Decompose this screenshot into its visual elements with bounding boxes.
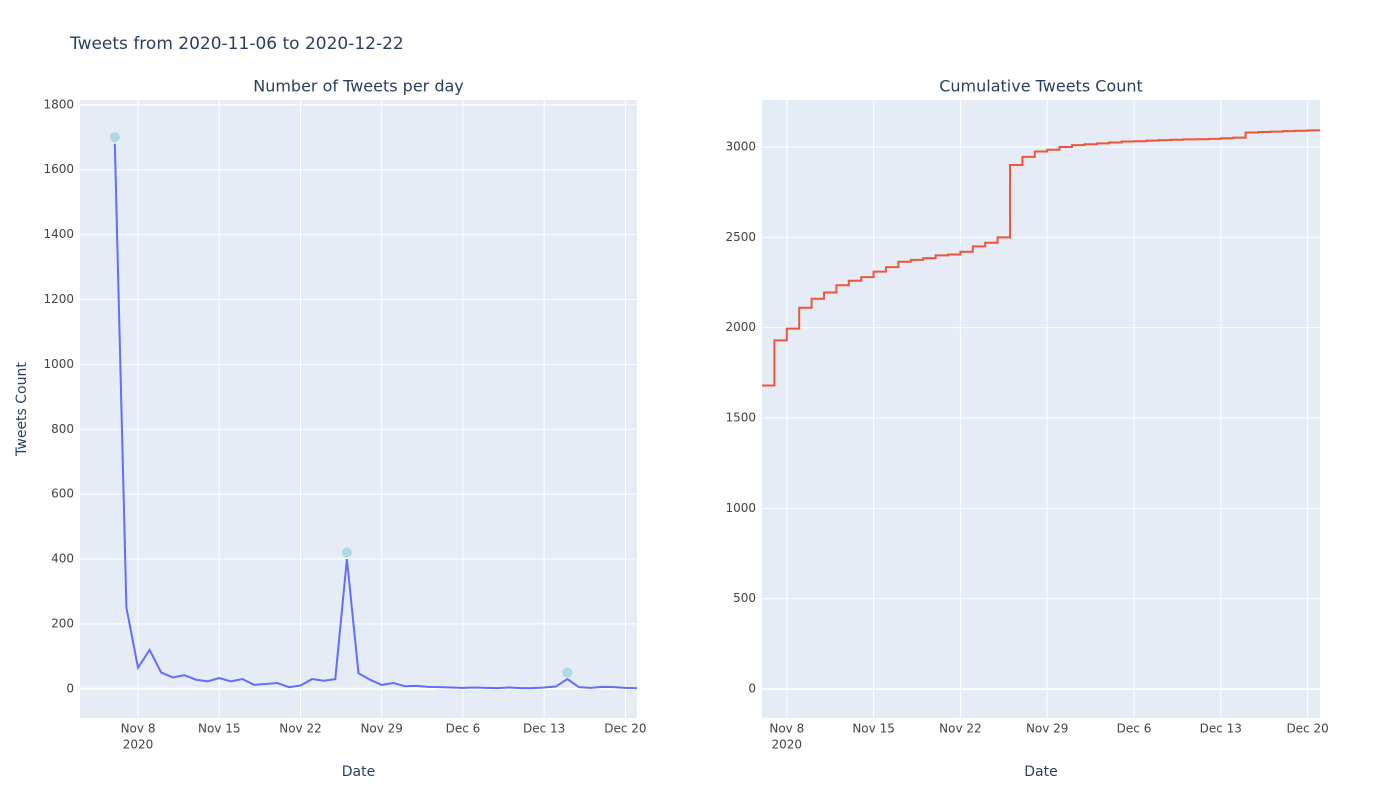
plot-background [80, 100, 637, 718]
y-tick-label: 1800 [43, 97, 74, 111]
x-year-label: 2020 [123, 738, 154, 752]
y-tick-label: 500 [733, 591, 756, 605]
x-tick-label: Dec 20 [1286, 722, 1328, 736]
y-tick-label: 800 [51, 422, 74, 436]
x-tick-label: Nov 29 [360, 722, 403, 736]
y-tick-label: 1000 [43, 357, 74, 371]
subplot-title: Number of Tweets per day [253, 77, 464, 96]
x-tick-label: Nov 22 [939, 722, 982, 736]
y-tick-label: 0 [66, 681, 74, 695]
y-tick-label: 200 [51, 616, 74, 630]
x-tick-label: Dec 6 [1117, 722, 1152, 736]
marker [341, 547, 352, 558]
y-tick-label: 1000 [725, 501, 756, 515]
x-tick-label: Dec 20 [604, 722, 646, 736]
x-tick-label: Nov 15 [198, 722, 241, 736]
x-axis-title: Date [342, 764, 375, 780]
y-tick-label: 1400 [43, 227, 74, 241]
x-axis-title: Date [1024, 764, 1057, 780]
y-tick-label: 1500 [725, 411, 756, 425]
x-tick-label: Dec 13 [1200, 722, 1242, 736]
x-tick-label: Nov 8 [121, 722, 156, 736]
y-axis-title: Tweets Count [14, 362, 30, 457]
y-tick-label: 3000 [725, 139, 756, 153]
marker [562, 667, 573, 678]
series-line [762, 129, 1320, 387]
y-tick-label: 1600 [43, 162, 74, 176]
y-tick-label: 0 [748, 682, 756, 696]
y-tick-label: 400 [51, 552, 74, 566]
x-tick-label: Dec 13 [523, 722, 565, 736]
x-tick-label: Nov 22 [279, 722, 322, 736]
x-tick-label: Nov 29 [1026, 722, 1069, 736]
y-tick-label: 1200 [43, 292, 74, 306]
page-title: Tweets from 2020-11-06 to 2020-12-22 [69, 34, 404, 54]
plot-background [762, 100, 1320, 718]
x-tick-label: Nov 8 [769, 722, 804, 736]
marker [109, 132, 120, 143]
y-tick-label: 2500 [725, 230, 756, 244]
x-tick-label: Nov 15 [852, 722, 895, 736]
subplot-title: Cumulative Tweets Count [939, 77, 1143, 96]
x-tick-label: Dec 6 [446, 722, 481, 736]
y-tick-label: 600 [51, 487, 74, 501]
series-line [113, 143, 637, 690]
y-tick-label: 2000 [725, 320, 756, 334]
x-year-label: 2020 [772, 738, 803, 752]
